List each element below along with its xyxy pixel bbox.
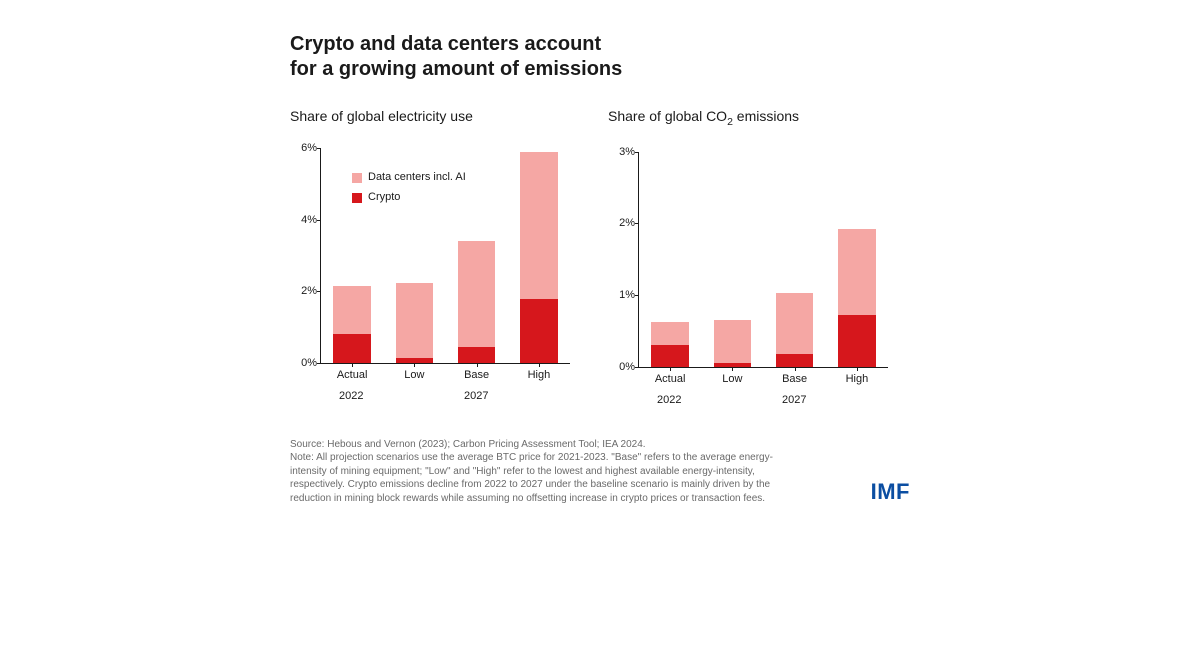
x-group-label: 2022 [320,390,383,408]
bar-slot: Base [764,152,826,367]
y-tick: 6% [287,142,317,154]
stacked-bar [520,148,557,363]
legend: Data centers incl. AICrypto [352,168,466,208]
bars: ActualLowBaseHigh [639,152,888,367]
bar-segment-datacenters [714,320,751,363]
stacked-bar [651,152,688,367]
x-group-label: 2022 [638,394,701,412]
y-tick: 0% [287,357,317,369]
bar-segment-datacenters [396,283,433,358]
bar-segment-datacenters [651,322,688,346]
bar-segment-datacenters [776,293,813,354]
y-tick: 0% [605,361,635,373]
x-tick: Actual [639,367,701,385]
stacked-bar [838,152,875,367]
legend-label: Data centers incl. AI [368,168,466,188]
plot-area: 0%1%2%3%ActualLowBaseHigh [638,152,888,368]
bar-slot: Low [701,152,763,367]
bar-segment-crypto [458,347,495,363]
x-tick: High [826,367,888,385]
stacked-bar [776,152,813,367]
x-tick: High [508,363,570,381]
bar-segment-crypto [520,299,557,364]
bar-segment-datacenters [458,241,495,347]
charts-row: Share of global electricity use 0% 2% 4% 6% A… [290,108,910,412]
imf-logo: IMF [871,479,910,505]
bar-segment-crypto [776,354,813,367]
legend-item: Crypto [352,188,466,208]
bar-segment-crypto [333,334,370,363]
y-tick: 2% [287,285,317,297]
x-tick: Actual [321,363,383,381]
stacked-bar [714,152,751,367]
figure-title: Crypto and data centers account for a gr… [290,32,910,82]
y-tick: 2% [605,217,635,229]
x-tick: Low [383,363,445,381]
bar-slot: High [826,152,888,367]
y-tick: 4% [287,214,317,226]
x-group-labels: 20222027 [638,394,888,412]
legend-label: Crypto [368,188,400,208]
legend-swatch [352,193,362,203]
chart-panel-0: Share of global electricity use 0% 2% 4% 6% A… [290,108,570,412]
x-group-labels: 20222027 [320,390,570,408]
panel-title: Share of global CO2 emissions [608,108,888,128]
y-tick: 3% [605,146,635,158]
bar-slot: Actual [639,152,701,367]
bar-segment-crypto [651,345,688,367]
legend-swatch [352,173,362,183]
x-tick: Base [764,367,826,385]
figure-content: Crypto and data centers account for a gr… [290,32,910,505]
plot-wrap: 0% 2% 4% 6% ActualLowBaseHigh 20222027 Data ce… [290,138,570,408]
bar-slot: High [508,148,570,363]
source-note: Source: Hebous and Vernon (2023); Carbon… [290,438,790,506]
bar-segment-datacenters [838,229,875,315]
x-group-label: 2027 [383,390,571,408]
bar-segment-datacenters [520,152,557,299]
chart-panel-1: Share of global CO2 emissions0%1%2%3%Act… [608,108,888,412]
bar-segment-datacenters [333,286,370,334]
panel-title: Share of global electricity use [290,108,570,124]
legend-item: Data centers incl. AI [352,168,466,188]
x-group-label: 2027 [701,394,889,412]
x-tick: Low [701,367,763,385]
bar-segment-crypto [838,315,875,367]
y-tick: 1% [605,289,635,301]
plot-wrap: 0%1%2%3%ActualLowBaseHigh20222027 [608,142,888,412]
x-tick: Base [446,363,508,381]
